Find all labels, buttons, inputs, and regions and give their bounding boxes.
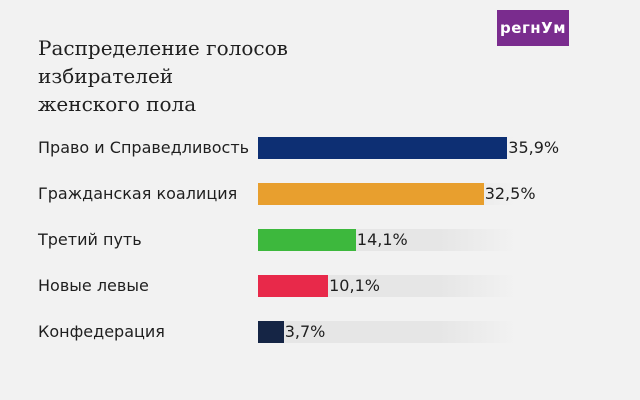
bar (258, 275, 329, 297)
data-label: 35,9% (508, 138, 560, 157)
bar (258, 229, 356, 251)
bar-row: Право и Справедливость 35,9% (0, 136, 640, 160)
data-label: 10,1% (329, 276, 380, 295)
chart-title: Распределение голосов избирателей женско… (38, 34, 418, 118)
bar-row: Третий путь 14,1% (0, 228, 640, 252)
category-label: Конфедерация (38, 322, 165, 341)
category-label: Новые левые (38, 276, 149, 295)
data-label: 32,5% (484, 184, 536, 203)
category-label: Право и Справедливость (38, 138, 250, 157)
category-label: Гражданская коалиция (38, 184, 238, 203)
bar-row: Новые левые 10,1% (0, 274, 640, 298)
bar (258, 321, 284, 343)
chart-title-line-2: женского пола (38, 92, 197, 116)
data-label: 3,7% (284, 322, 326, 341)
bar (258, 137, 508, 159)
brand-logo-text: регнУм (500, 19, 566, 37)
bar-row: Конфедерация 3,7% (0, 320, 640, 344)
category-label: Третий путь (38, 230, 142, 249)
bar (258, 183, 484, 205)
bar-track (258, 321, 516, 343)
brand-logo: регнУм (497, 10, 569, 46)
bar-row: Гражданская коалиция 32,5% (0, 182, 640, 206)
chart-title-line-1: Распределение голосов избирателей (38, 36, 288, 88)
data-label: 14,1% (356, 230, 408, 249)
